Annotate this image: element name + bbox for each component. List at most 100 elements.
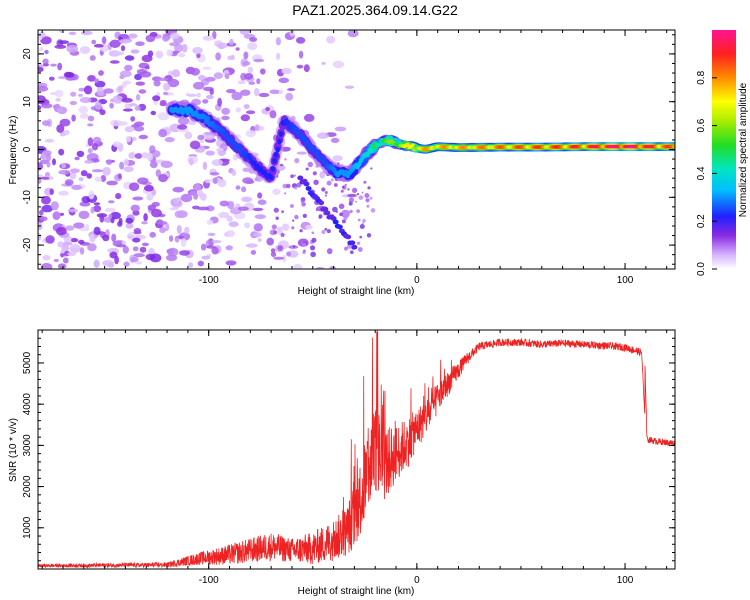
noise-blob (133, 125, 145, 132)
noise-blob (124, 126, 135, 133)
noise-blob (133, 230, 142, 235)
noise-blob (78, 210, 90, 220)
noise-blob (38, 31, 46, 38)
noise-blob (122, 108, 133, 112)
noise-blob (299, 229, 303, 233)
noise-blob (69, 172, 77, 180)
x-tick-label: 100 (617, 575, 634, 586)
noise-blob (348, 201, 353, 206)
noise-blob (370, 208, 376, 213)
noise-blob (89, 233, 95, 242)
noise-blob (115, 244, 127, 248)
noise-blob (202, 35, 214, 41)
noise-blob (137, 177, 149, 185)
noise-blob (178, 53, 186, 58)
noise-blob (88, 190, 95, 200)
noise-blob (73, 222, 85, 229)
noise-blob (204, 134, 215, 140)
noise-blob (99, 213, 105, 223)
noise-blob (70, 91, 77, 97)
ridge-point (305, 186, 312, 191)
x-axis-label-bottom: Height of straight line (km) (298, 586, 415, 597)
noise-blob (132, 246, 139, 252)
noise-blob (124, 55, 135, 61)
noise-blob (159, 227, 166, 234)
ridge-point (410, 143, 415, 147)
noise-blob (273, 230, 277, 235)
noise-blob (92, 136, 102, 144)
noise-blob (38, 86, 49, 92)
ridge-point (272, 158, 277, 164)
noise-blob (192, 47, 203, 54)
noise-blob (324, 194, 328, 197)
ridge-point (205, 115, 211, 122)
noise-blob (78, 87, 86, 92)
noise-blob (213, 72, 223, 79)
noise-blob (227, 55, 234, 60)
noise-blob (123, 166, 134, 173)
y-axis-label-top: Frequency (Hz) (8, 116, 19, 185)
noise-blob (122, 246, 129, 254)
y-tick-label: 3000 (22, 434, 33, 457)
noise-blob (93, 202, 101, 206)
noise-blob (200, 243, 207, 251)
ridge-point (318, 200, 325, 206)
noise-blob (226, 215, 233, 222)
noise-blob (278, 77, 290, 84)
ridge-point (349, 240, 356, 246)
noise-blob (135, 94, 141, 101)
noise-blob (130, 116, 136, 122)
noise-blob (57, 62, 63, 71)
noise-blob (221, 107, 231, 115)
y-tick-label: 10 (22, 96, 33, 108)
noise-blob (93, 259, 100, 268)
noise-blob (111, 233, 117, 243)
x-tick-label: -100 (199, 575, 219, 586)
noise-blob (110, 119, 122, 127)
x-axis-label-top: Height of straight line (km) (298, 286, 415, 297)
noise-blob (329, 266, 336, 269)
noise-blob (207, 232, 216, 236)
noise-blob (201, 255, 211, 260)
noise-blob (67, 208, 79, 213)
noise-blob (102, 166, 111, 176)
noise-blob (260, 68, 266, 75)
noise-blob (244, 222, 251, 229)
noise-blob (294, 158, 300, 164)
noise-blob (118, 51, 125, 56)
noise-blob (245, 130, 257, 138)
noise-blob (48, 76, 55, 81)
noise-blob (216, 42, 229, 49)
noise-blob (276, 52, 281, 61)
noise-blob (128, 33, 138, 39)
noise-blob (245, 243, 258, 248)
noise-blob (326, 180, 332, 186)
noise-blob (176, 225, 182, 234)
noise-blob (253, 223, 263, 232)
noise-blob (226, 89, 236, 94)
noise-blob (189, 158, 194, 166)
noise-blob (128, 103, 138, 107)
noise-blob (160, 160, 173, 168)
noise-blob (305, 167, 309, 171)
noise-blob (235, 185, 241, 190)
noise-blob (46, 161, 51, 168)
ridge-point (273, 152, 279, 158)
noise-blob (313, 179, 319, 185)
noise-blob (163, 83, 171, 91)
noise-blob (39, 47, 44, 52)
noise-blob (341, 219, 346, 224)
noise-blob (302, 213, 307, 218)
noise-blob (217, 179, 227, 188)
noise-blob (118, 39, 131, 44)
noise-blob (53, 258, 59, 263)
noise-blob (147, 204, 156, 211)
noise-blob (257, 199, 267, 205)
noise-blob (141, 242, 149, 247)
noise-blob (57, 263, 67, 269)
noise-blob (300, 200, 304, 204)
noise-blob (138, 89, 147, 94)
noise-blob (102, 260, 115, 267)
noise-blob (68, 31, 77, 36)
